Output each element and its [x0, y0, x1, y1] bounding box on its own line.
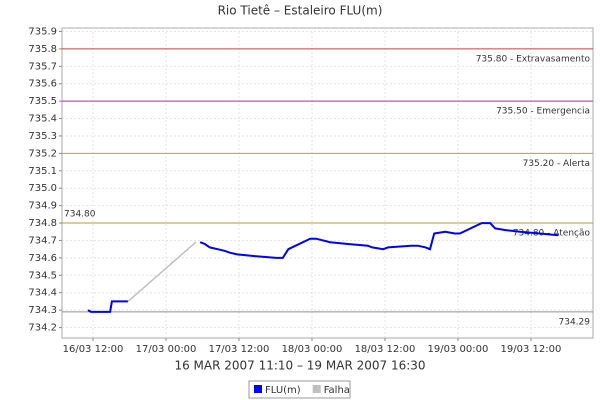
x-tick-label: 16/03 12:00	[63, 344, 124, 355]
threshold-label: 735.80 - Extravasamento	[476, 54, 591, 64]
y-tick-label: 735.7	[28, 61, 57, 72]
legend-label: FLU(m)	[265, 385, 301, 396]
y-tick-label: 734.3	[28, 305, 57, 316]
y-tick-label: 735.6	[28, 79, 57, 90]
x-tick-label: 18/03 12:00	[355, 344, 416, 355]
y-tick-label: 734.4	[28, 288, 57, 299]
y-tick-label: 735.0	[28, 183, 57, 194]
x-tick-label: 19/03 00:00	[428, 344, 489, 355]
legend-swatch	[312, 385, 321, 393]
legend-swatch	[254, 385, 262, 393]
chart-subtitle: 16 MAR 2007 11:10 – 19 MAR 2007 16:30	[174, 359, 425, 373]
x-tick-label: 19/03 12:00	[501, 344, 562, 355]
y-tick-label: 734.8	[28, 218, 57, 229]
y-tick-label: 734.7	[28, 235, 57, 246]
chart-title: Rio Tietê – Estaleiro FLU(m)	[218, 4, 383, 18]
y-tick-label: 735.2	[28, 148, 57, 159]
threshold-left-label: 734.80	[64, 210, 96, 220]
y-tick-label: 734.5	[28, 270, 57, 281]
threshold-label: 735.50 - Emergencia	[496, 107, 590, 117]
y-tick-label: 735.5	[28, 96, 57, 107]
y-tick-label: 735.4	[28, 114, 57, 125]
x-tick-label: 17/03 00:00	[136, 344, 197, 355]
x-tick-label: 17/03 12:00	[209, 344, 270, 355]
y-tick-label: 734.6	[28, 253, 57, 264]
y-tick-label: 734.9	[28, 201, 57, 212]
legend-box	[248, 380, 351, 399]
y-tick-label: 735.9	[28, 26, 57, 37]
threshold-label: 735.20 - Alerta	[523, 159, 590, 169]
y-tick-label: 735.1	[28, 166, 57, 177]
plot-area	[61, 27, 594, 339]
x-tick-label: 18/03 00:00	[282, 344, 343, 355]
y-tick-label: 735.8	[28, 44, 57, 55]
series-line	[87, 222, 559, 313]
threshold-label: 734.29	[559, 317, 591, 327]
y-tick-label: 735.3	[28, 131, 57, 142]
y-tick-label: 734.2	[28, 323, 57, 334]
legend-label: Falha	[324, 385, 350, 396]
threshold-label: 734.80 - Atenção	[513, 229, 591, 239]
series-line	[127, 241, 197, 302]
